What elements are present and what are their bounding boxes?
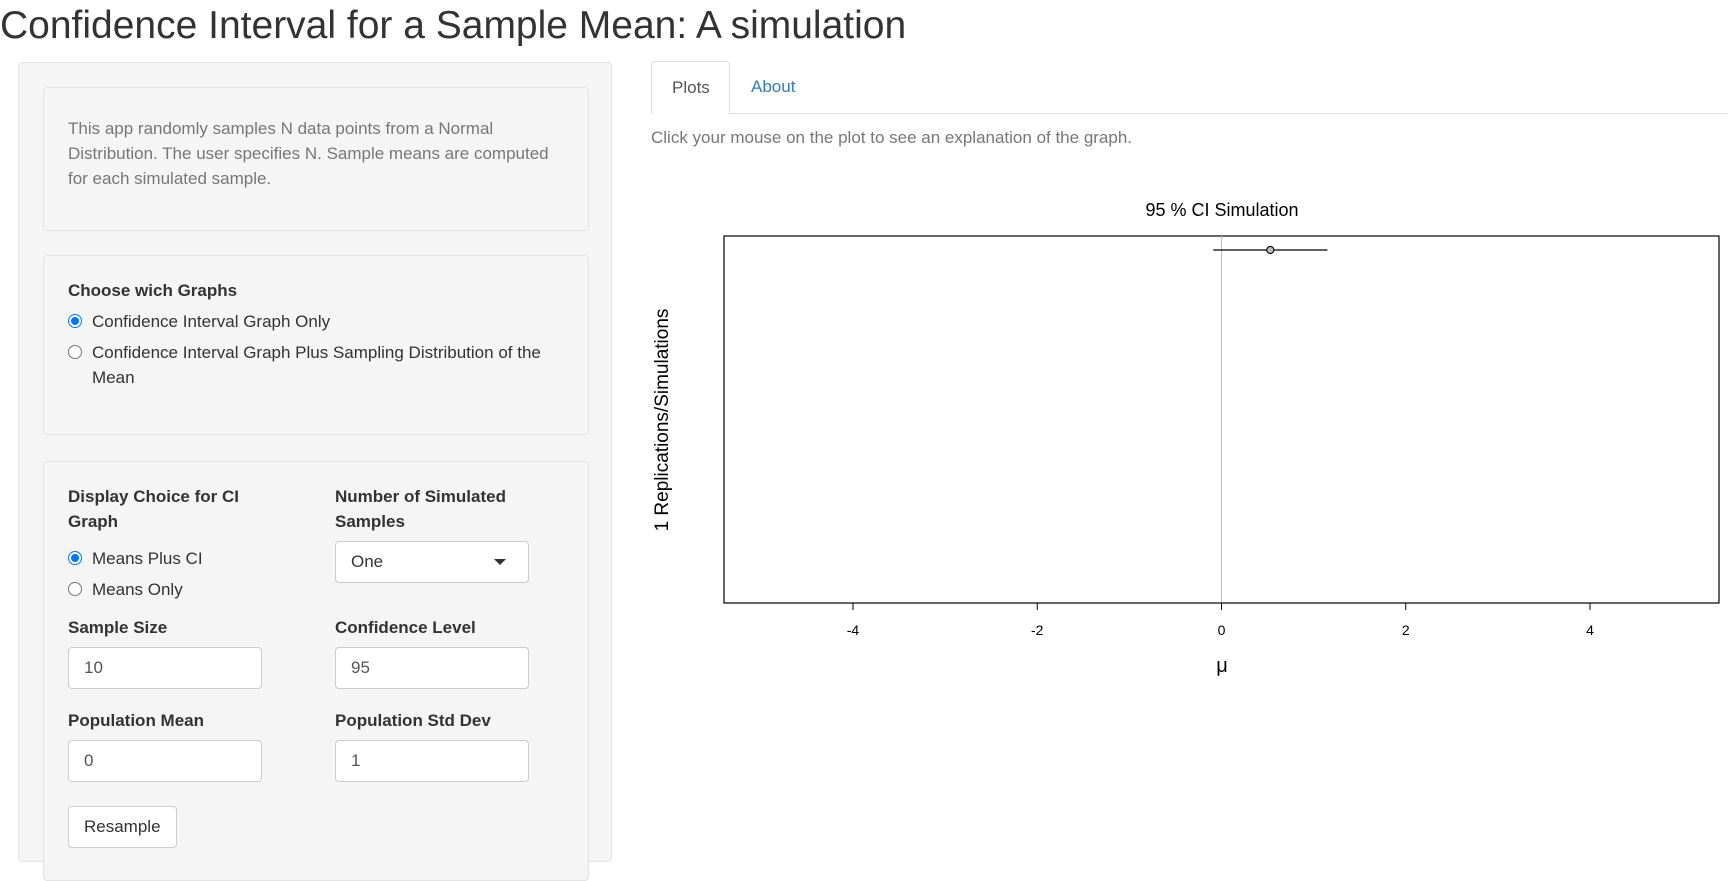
sample-mean-point [1266,245,1275,255]
x-tick-label: -2 [1031,622,1044,638]
chart-title: 95 % CI Simulation [1145,200,1298,220]
radio-means-only[interactable]: Means Only [68,577,183,602]
y-axis-label: 1 Replications/Simulations [652,309,673,532]
radio-ci-only[interactable]: Confidence Interval Graph Only [68,309,568,334]
radio-means-only-label: Means Only [92,580,183,599]
x-tick-label: 2 [1402,622,1410,638]
graph-choice-well: Choose wich Graphs Confidence Interval G… [43,255,589,435]
sample-size-input[interactable] [68,647,262,689]
radio-ci-only-label: Confidence Interval Graph Only [92,312,331,331]
confidence-level-label: Confidence Level [335,618,476,637]
display-choice-label: Display Choice for CI Graph [68,487,239,531]
pop-mean-label: Population Mean [68,711,204,730]
num-samples-select[interactable]: One [335,541,529,583]
chevron-down-icon [494,559,506,565]
x-axis: -4 -2 0 2 4 [847,602,1594,638]
intro-well: This app randomly samples N data points … [43,87,589,231]
x-tick-label: 0 [1218,622,1226,638]
num-samples-label: Number of Simulated Samples [335,487,506,531]
radio-button-checked[interactable] [68,314,82,328]
resample-button[interactable]: Resample [68,806,177,848]
tab-about[interactable]: About [751,77,796,96]
ci-simulation-plot[interactable]: 95 % CI Simulation -4 -2 0 2 4 μ 1 Replicati… [640,185,1728,685]
pop-sd-label: Population Std Dev [335,711,491,730]
tab-bar: Plots About [651,61,1728,114]
intro-text: This app randomly samples N data points … [68,119,549,188]
radio-button-unchecked[interactable] [68,582,82,596]
radio-means-plus-ci-label: Means Plus CI [92,549,203,568]
plot-hint-text: Click your mouse on the plot to see an e… [651,128,1133,147]
ci-intervals [1213,245,1328,255]
confidence-level-input[interactable] [335,647,529,689]
tab-plots[interactable]: Plots [651,61,730,114]
settings-well: Display Choice for CI Graph Means Plus C… [43,461,589,881]
x-tick-label: -4 [847,622,860,638]
pop-sd-input[interactable] [335,740,529,782]
sample-size-label: Sample Size [68,618,168,637]
x-axis-label: μ [1216,655,1228,677]
x-tick-label: 4 [1586,622,1594,638]
num-samples-value: One [351,552,384,571]
radio-ci-plus-sampling-label: Confidence Interval Graph Plus Sampling … [92,343,541,387]
page-title: Confidence Interval for a Sample Mean: A… [0,4,907,47]
pop-mean-input[interactable] [68,740,262,782]
radio-button-checked[interactable] [68,551,82,565]
radio-ci-plus-sampling[interactable]: Confidence Interval Graph Plus Sampling … [68,340,568,390]
radio-button-unchecked[interactable] [68,345,82,359]
sidebar-panel: This app randomly samples N data points … [18,62,612,881]
radio-means-plus-ci[interactable]: Means Plus CI [68,546,203,571]
graph-choice-label: Choose wich Graphs [68,281,238,300]
